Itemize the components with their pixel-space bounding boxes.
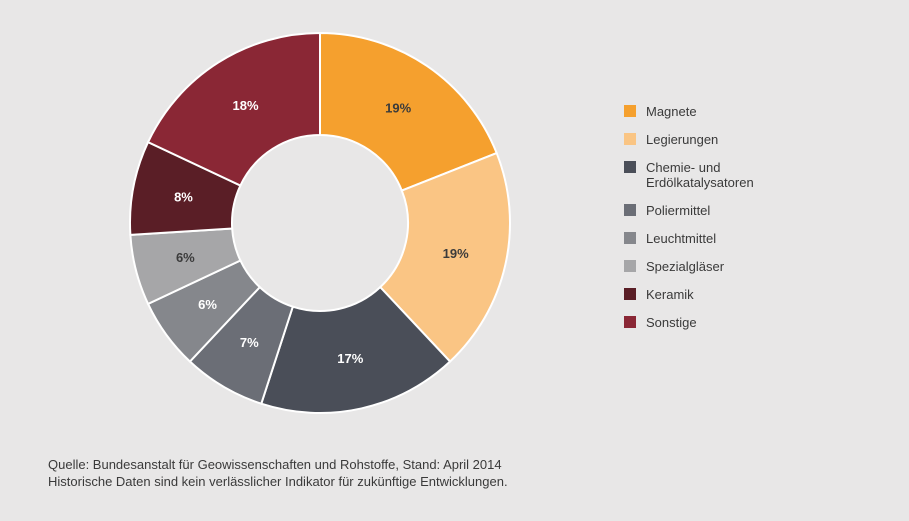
- legend-label: Leuchtmittel: [646, 231, 717, 246]
- legend-swatch: [624, 288, 636, 300]
- legend-item: Spezialgläser: [624, 259, 844, 274]
- legend-label: Magnete: [646, 104, 697, 119]
- legend-swatch: [624, 260, 636, 272]
- slice-legierungen: [378, 151, 511, 363]
- legend-swatch: [624, 232, 636, 244]
- slice-chemie-und: [260, 285, 452, 414]
- slice-value-label: 18%: [233, 98, 259, 113]
- legend-swatch: [624, 105, 636, 117]
- source-note: Quelle: Bundesanstalt für Geowissenschaf…: [48, 456, 508, 490]
- slice-value-label: 6%: [176, 250, 195, 265]
- slice-value-label: 19%: [385, 101, 411, 116]
- slice-magnete: [319, 31, 498, 192]
- legend-item: Chemie- und Erdölkatalysatoren: [624, 160, 844, 190]
- legend-item: Poliermittel: [624, 203, 844, 218]
- legend-swatch: [624, 204, 636, 216]
- slice-value-label: 8%: [174, 189, 193, 204]
- legend-swatch: [624, 133, 636, 145]
- donut-chart: 19% 19% 17% 7% 6% 6% 8% 18%: [129, 31, 511, 414]
- disclaimer-line: Historische Daten sind kein verlässliche…: [48, 474, 508, 489]
- legend-label: Poliermittel: [646, 203, 711, 218]
- legend-item: Legierungen: [624, 132, 844, 147]
- legend-item: Keramik: [624, 287, 844, 302]
- legend-label: Legierungen: [646, 132, 719, 147]
- slice-value-label: 17%: [337, 351, 363, 366]
- legend-label: Keramik: [646, 287, 694, 302]
- legend-label: Chemie- und Erdölkatalysatoren: [646, 160, 754, 190]
- legend-item: Sonstige: [624, 315, 844, 330]
- legend-item: Leuchtmittel: [624, 231, 844, 246]
- chart-legend: Magnete Legierungen Chemie- und Erdölkatal…: [624, 104, 844, 343]
- source-line: Quelle: Bundesanstalt für Geowissenschaf…: [48, 457, 502, 472]
- legend-swatch: [624, 316, 636, 328]
- slice-value-label: 7%: [240, 335, 259, 350]
- legend-label: Sonstige: [646, 315, 697, 330]
- slice-value-label: 19%: [443, 246, 469, 261]
- legend-item: Magnete: [624, 104, 844, 119]
- slice-value-label: 6%: [198, 297, 217, 312]
- slice-sonstige: [146, 31, 321, 187]
- legend-swatch: [624, 161, 636, 173]
- legend-label: Spezialgläser: [646, 259, 725, 274]
